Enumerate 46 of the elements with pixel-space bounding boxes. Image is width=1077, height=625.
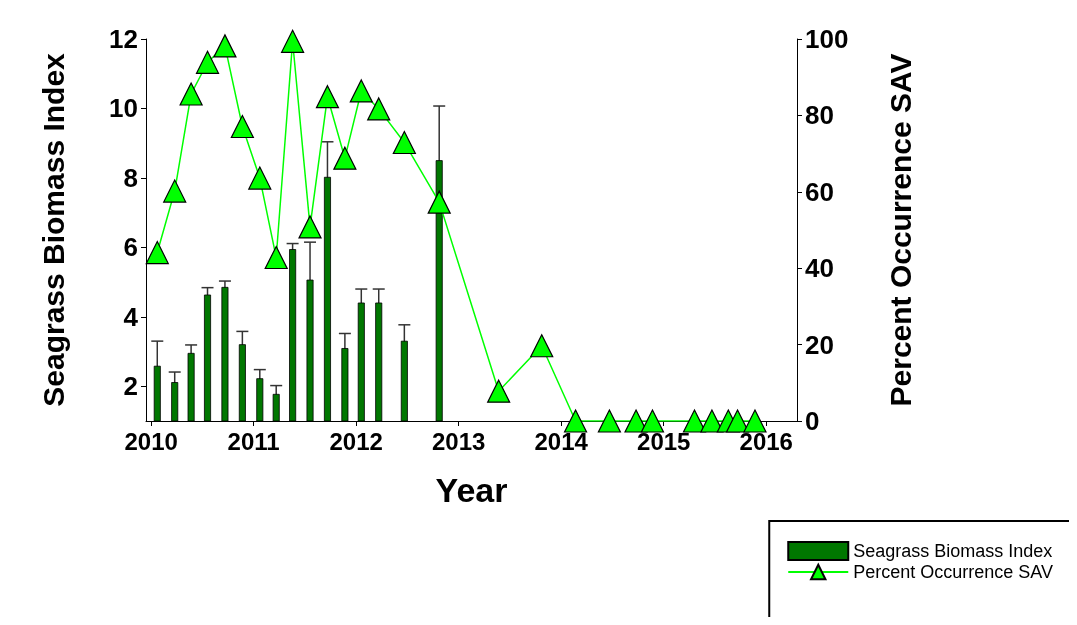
y2-tick-label: 20 xyxy=(805,329,834,360)
x-tick-label: 2013 xyxy=(431,427,486,455)
point xyxy=(298,215,322,239)
point xyxy=(333,146,357,170)
point xyxy=(248,166,272,190)
y-tick-label: 4 xyxy=(123,301,139,332)
point xyxy=(367,97,391,121)
point xyxy=(179,82,203,106)
y-tick-label: 2 xyxy=(123,371,138,402)
point xyxy=(487,379,511,403)
point xyxy=(315,85,340,109)
point xyxy=(230,114,254,139)
x-tick-label: 2016 xyxy=(739,427,793,455)
point xyxy=(145,240,169,265)
y2-tick-label: 40 xyxy=(805,253,834,284)
point xyxy=(427,190,451,214)
point xyxy=(264,245,288,270)
y2-tick-label: 60 xyxy=(805,176,834,207)
x-tick-label: 2012 xyxy=(329,427,383,455)
point xyxy=(195,50,220,74)
point xyxy=(281,29,305,53)
y-axis-title: Seagrass Biomass Index xyxy=(36,52,70,407)
legend-label: Seagrass Biomass Index xyxy=(853,541,1053,561)
point xyxy=(349,79,373,103)
point xyxy=(743,409,767,433)
y-tick-label: 6 xyxy=(123,232,138,263)
y-tick-label: 12 xyxy=(109,24,138,54)
x-tick-label: 2010 xyxy=(124,427,178,455)
y2-tick-label: 80 xyxy=(805,100,834,131)
x-tick-label: 2015 xyxy=(637,427,691,455)
point xyxy=(563,409,588,433)
point xyxy=(530,334,554,358)
y-tick-label: 8 xyxy=(123,162,138,193)
y-tick-label: 10 xyxy=(109,93,138,124)
y2-axis-title: Percent Occurrence SAV xyxy=(883,53,917,407)
point xyxy=(392,130,416,155)
point xyxy=(597,409,621,433)
legend-label: Percent Occurrence SAV xyxy=(853,562,1053,582)
y2-tick-label: 100 xyxy=(805,24,849,54)
y2-tick-label: 0 xyxy=(805,406,820,436)
point xyxy=(640,409,665,433)
x-tick-label: 2014 xyxy=(534,427,589,455)
x-tick-label: 2011 xyxy=(227,427,280,455)
point xyxy=(163,179,187,203)
x-axis-title: Year xyxy=(435,471,508,509)
point xyxy=(213,34,237,58)
